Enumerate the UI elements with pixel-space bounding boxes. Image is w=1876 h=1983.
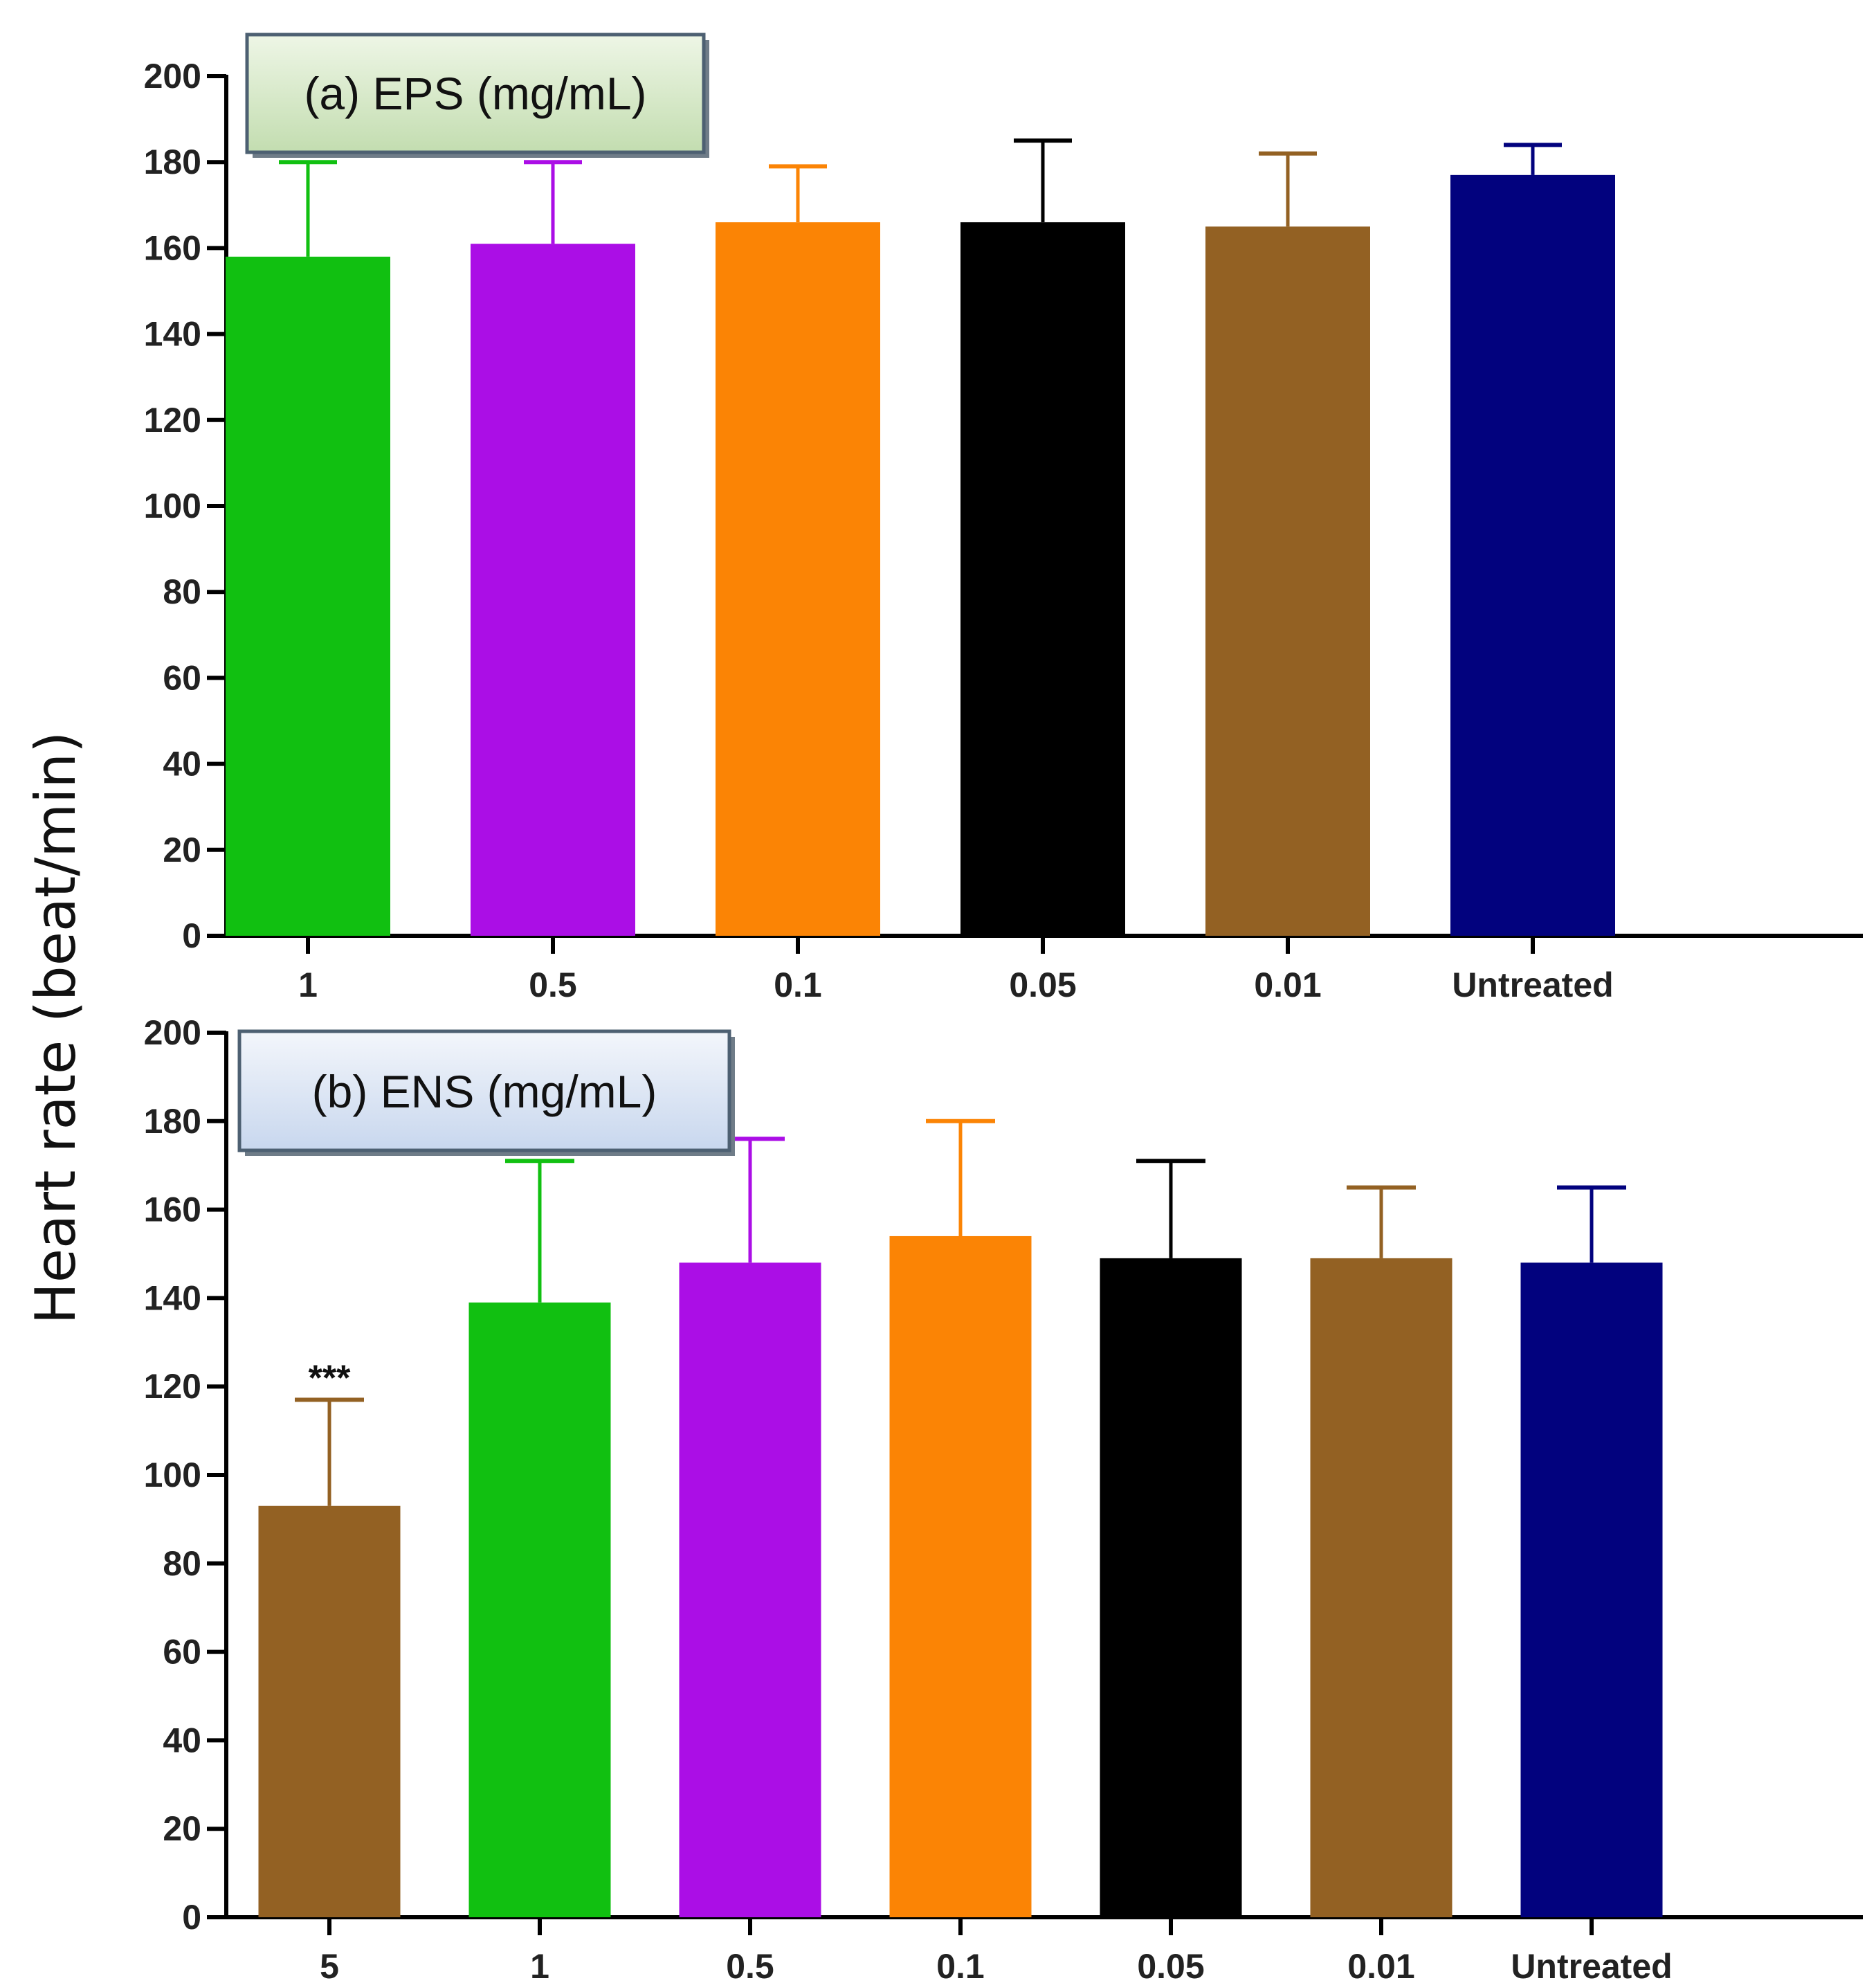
panel-title: (a) EPS (mg/mL) <box>304 68 646 119</box>
y-tick-label: 100 <box>144 1456 201 1494</box>
y-tick-label: 60 <box>163 1633 201 1672</box>
x-tick-label: 0.05 <box>1137 1947 1204 1983</box>
bar-0.5 <box>471 244 635 936</box>
y-tick-label: 20 <box>163 1809 201 1848</box>
bar-0.05 <box>960 222 1125 936</box>
bar-1 <box>226 256 390 936</box>
y-tick-label: 60 <box>163 658 201 697</box>
bar-0.01 <box>1310 1258 1452 1917</box>
title-box <box>237 1029 731 1152</box>
x-tick-label: 0.1 <box>936 1947 985 1983</box>
x-tick-label: 0.1 <box>774 966 822 1004</box>
y-tick-label: 40 <box>163 745 201 784</box>
x-tick-label: 5 <box>320 1947 339 1983</box>
x-tick-label: 0.05 <box>1009 966 1076 1004</box>
y-tick-label: 80 <box>163 1544 201 1583</box>
y-tick-label: 180 <box>144 1102 201 1141</box>
y-tick-label: 200 <box>144 57 201 96</box>
bar-0.05 <box>1100 1258 1242 1917</box>
y-tick-label: 20 <box>163 831 201 869</box>
y-tick-label: 160 <box>144 1190 201 1229</box>
title-box <box>245 33 706 154</box>
panel-b-ens: 0 20 40 60 80 100 120 140 160 180 200 5 *** 1 0.5 0.1 0.… <box>144 1013 1863 1983</box>
x-tick-label: Untreated <box>1511 1947 1672 1983</box>
x-tick-label: 0.5 <box>726 1947 774 1983</box>
bar-Untreated <box>1520 1262 1663 1917</box>
x-tick-label: Untreated <box>1452 966 1613 1004</box>
y-tick-label: 0 <box>182 916 201 955</box>
bar-Untreated <box>1450 174 1615 936</box>
y-axis-label: Heart rate (beat/min) <box>24 732 88 1325</box>
y-tick-label: 100 <box>144 487 201 525</box>
y-tick-label: 40 <box>163 1721 201 1759</box>
y-tick-label: 80 <box>163 572 201 611</box>
y-tick-label: 140 <box>144 1278 201 1317</box>
x-tick-label: 1 <box>530 1947 549 1983</box>
x-tick-label: 0.5 <box>529 966 577 1004</box>
y-tick-label: 120 <box>144 401 201 440</box>
bar-0.1 <box>889 1235 1032 1917</box>
panel-a-eps: 0 20 40 60 80 100 120 140 160 180 200 1 0.5 0.1 0.05 0.… <box>144 33 1863 1004</box>
x-tick-label: 0.01 <box>1347 1947 1414 1983</box>
significance-annotation: *** <box>309 1358 351 1398</box>
x-tick-label: 1 <box>298 966 318 1004</box>
y-tick-label: 0 <box>182 1898 201 1937</box>
bar-0.5 <box>679 1262 821 1917</box>
y-tick-label: 140 <box>144 315 201 354</box>
y-tick-label: 200 <box>144 1013 201 1052</box>
bar-5 <box>258 1505 401 1917</box>
panel-title: (b) ENS (mg/mL) <box>312 1066 657 1117</box>
bar-0.01 <box>1205 226 1370 936</box>
y-tick-label: 180 <box>144 143 201 181</box>
bar-0.1 <box>716 222 880 936</box>
y-tick-label: 160 <box>144 228 201 267</box>
x-tick-label: 0.01 <box>1254 966 1321 1004</box>
bar-1 <box>468 1302 611 1917</box>
y-tick-label: 120 <box>144 1367 201 1406</box>
